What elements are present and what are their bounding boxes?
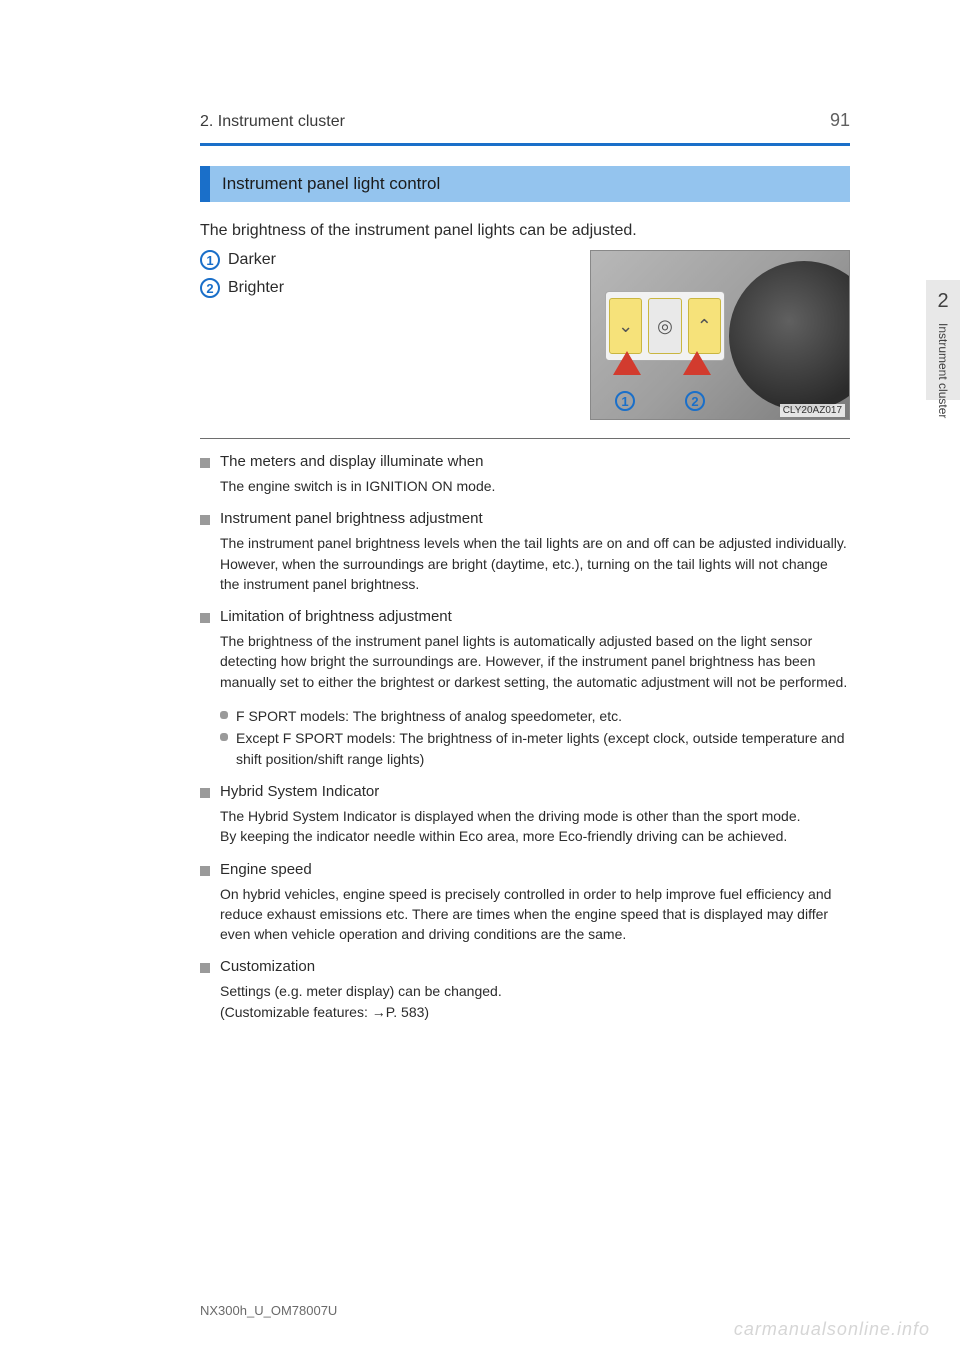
note-heading: Engine speed [200,861,850,878]
section-tab: Instrument panel light control [200,166,850,202]
intro-text: The brightness of the instrument panel l… [200,222,850,240]
arrow-icon [613,351,641,375]
note-body: The instrument panel brightness levels w… [220,533,850,594]
page-header: 2. Instrument cluster 91 [200,110,850,131]
note-title: Instrument panel brightness adjustment [220,510,483,527]
watermark: carmanualsonline.info [734,1319,930,1340]
page: 2. Instrument cluster 91 Instrument pane… [0,0,960,1358]
content-rule [200,438,850,439]
note-heading: Customization [200,958,850,975]
note-heading: Hybrid System Indicator [200,783,850,800]
figure-image: ⌄ ◎ ⌃ 1 2 CLY20AZ017 [590,250,850,420]
note-title: Limitation of brightness adjustment [220,608,452,625]
callout-number-icon: 2 [685,391,705,411]
callout-label: Darker [228,251,276,269]
note-heading: Instrument panel brightness adjustment [200,510,850,527]
chapter-side-tab: 2 Instrument cluster [926,280,960,400]
note-body: Settings (e.g. meter display) can be cha… [220,981,850,1022]
steering-wheel-graphic [729,261,850,411]
square-bullet-icon [200,788,210,798]
note-body: The engine switch is in IGNITION ON mode… [220,476,850,496]
note-title: Hybrid System Indicator [220,783,379,800]
square-bullet-icon [200,963,210,973]
note-title: Customization [220,958,315,975]
square-bullet-icon [200,866,210,876]
chapter-label: Instrument cluster [936,323,950,418]
arrow-icon [683,351,711,375]
note-body: The brightness of the instrument panel l… [220,631,850,692]
figure-row: 1 Darker 2 Brighter ⌄ ◎ ⌃ 1 2 CLY20AZ017 [200,250,850,420]
note-sub: F SPORT models: The brightness of analog… [220,706,850,726]
square-bullet-icon [200,515,210,525]
note-sub-text: F SPORT models: The brightness of analog… [236,706,622,726]
dim-button: ⌄ [609,298,642,354]
note-sub: Except F SPORT models: The brightness of… [220,728,850,769]
square-bullet-icon [200,458,210,468]
mid-button: ◎ [648,298,681,354]
chapter-number: 2 [926,290,960,313]
header-rule [200,143,850,146]
bright-button: ⌃ [688,298,721,354]
section-tab-title: Instrument panel light control [210,166,850,202]
note-body: The Hybrid System Indicator is displayed… [220,806,850,847]
figure-callout-2: 2 [685,391,705,411]
callout-label: Brighter [228,279,284,297]
callout-number-icon: 2 [200,278,220,298]
callout-item: 2 Brighter [200,278,566,298]
callout-item: 1 Darker [200,250,566,270]
page-number: 91 [830,110,850,131]
section-tab-accent [200,166,210,202]
dot-bullet-icon [220,711,228,719]
note-title: The meters and display illuminate when [220,453,483,470]
figure-code: CLY20AZ017 [780,404,845,417]
footer-code: NX300h_U_OM78007U [200,1303,337,1318]
square-bullet-icon [200,613,210,623]
note-heading: Limitation of brightness adjustment [200,608,850,625]
note-title: Engine speed [220,861,312,878]
figure-callout-1: 1 [615,391,635,411]
callout-number-icon: 1 [200,250,220,270]
note-heading: The meters and display illuminate when [200,453,850,470]
callout-number-icon: 1 [615,391,635,411]
note-body: On hybrid vehicles, engine speed is prec… [220,884,850,945]
callout-list: 1 Darker 2 Brighter [200,250,566,420]
note-sub-text: Except F SPORT models: The brightness of… [236,728,850,769]
dot-bullet-icon [220,733,228,741]
section-path: 2. Instrument cluster [200,113,345,131]
